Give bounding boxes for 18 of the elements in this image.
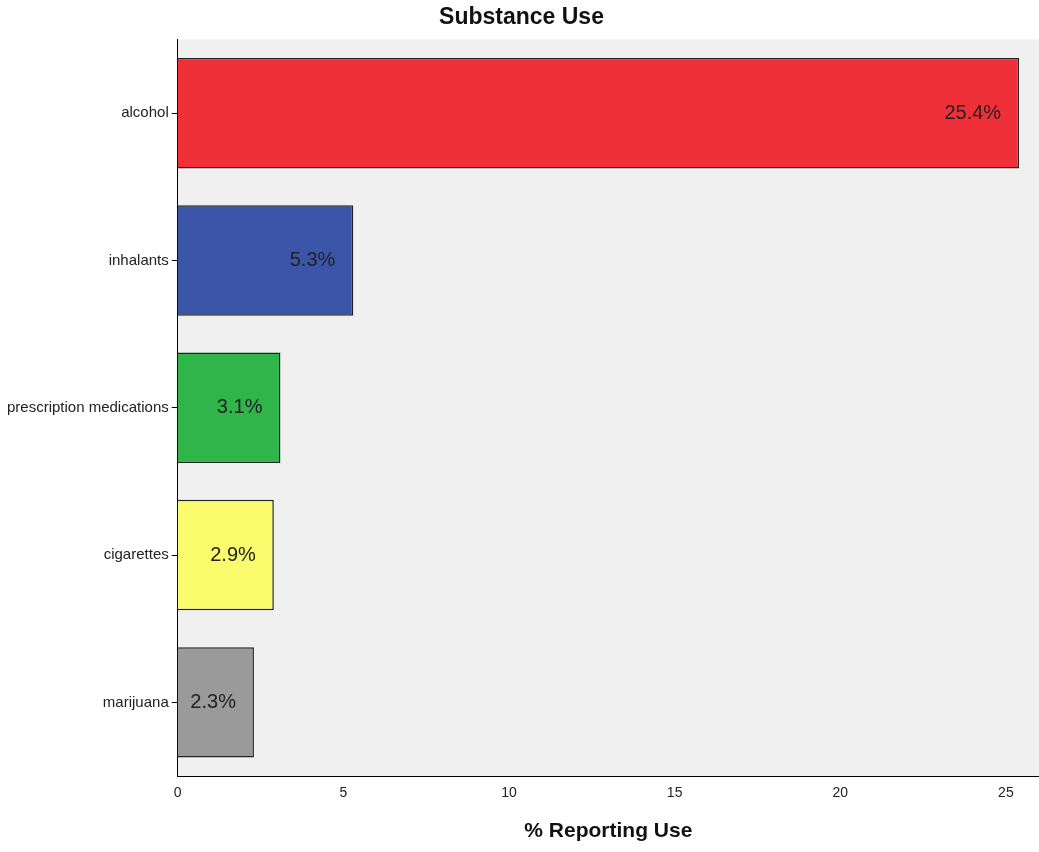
y-tick-label: inhalants <box>108 250 169 268</box>
data-label: 2.3% <box>190 689 237 712</box>
data-label: 5.3% <box>289 248 336 271</box>
data-label: 3.1% <box>216 395 263 418</box>
x-tick-label: 20 <box>832 784 849 801</box>
y-tick-label: prescription medications <box>6 397 169 415</box>
y-tick-label: cigarettes <box>103 545 169 563</box>
y-tick-label: alcohol <box>121 103 169 121</box>
x-tick-label: 10 <box>501 784 517 801</box>
x-tick-label: 0 <box>173 784 182 801</box>
x-tick-label: 5 <box>339 784 348 801</box>
data-label: 25.4% <box>944 100 1002 123</box>
y-tick-label: marijuana <box>102 692 170 710</box>
data-label: 2.9% <box>210 542 257 565</box>
x-tick-label: 15 <box>666 784 683 801</box>
x-tick-label: 25 <box>998 784 1014 801</box>
x-axis-title: % Reporting Use <box>524 818 693 842</box>
chart-title: Substance Use <box>439 3 604 30</box>
